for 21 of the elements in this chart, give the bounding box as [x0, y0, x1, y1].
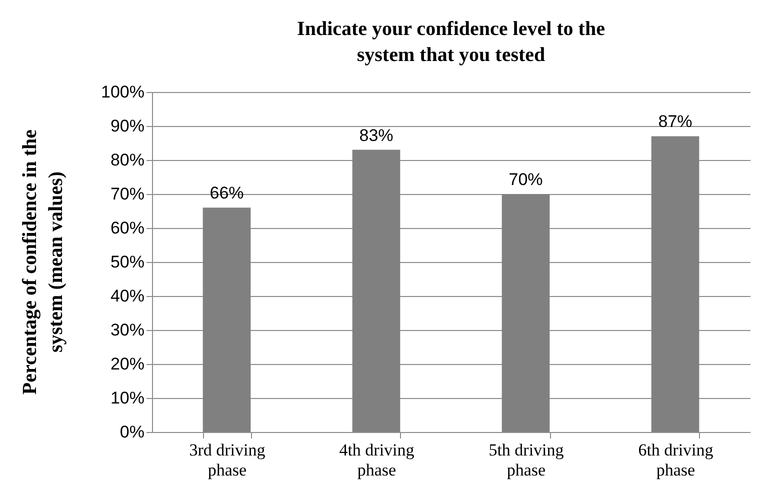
y-tick-label: 70%	[110, 184, 144, 204]
x-tick-label: 5th driving phase	[488, 440, 564, 480]
x-tick-label: 6th driving phase	[638, 440, 714, 480]
x-tick-label: 3rd driving phase	[189, 440, 266, 480]
y-tick-label: 0%	[120, 422, 144, 442]
y-tick-label: 10%	[110, 388, 144, 408]
data-label: 66%	[210, 184, 244, 203]
chart-title: Indicate your confidence level to the system that you tested	[297, 18, 606, 66]
y-tick-label: 90%	[110, 116, 144, 136]
y-tick-label: 40%	[110, 286, 144, 306]
data-label: 83%	[359, 126, 394, 145]
y-tick-label: 30%	[110, 320, 144, 340]
x-tick-label: 4th driving phase	[339, 440, 415, 480]
y-tick-label: 80%	[110, 150, 144, 170]
data-label: 70%	[508, 170, 543, 189]
y-tick-label: 60%	[110, 218, 144, 238]
y-tick-label: 50%	[110, 252, 144, 272]
y-tick-label: 20%	[110, 354, 144, 374]
y-tick-label: 100%	[101, 82, 144, 102]
y-axis-title: Percentage of confidence in the system (mean values)	[19, 129, 67, 395]
data-label: 87%	[658, 112, 692, 132]
